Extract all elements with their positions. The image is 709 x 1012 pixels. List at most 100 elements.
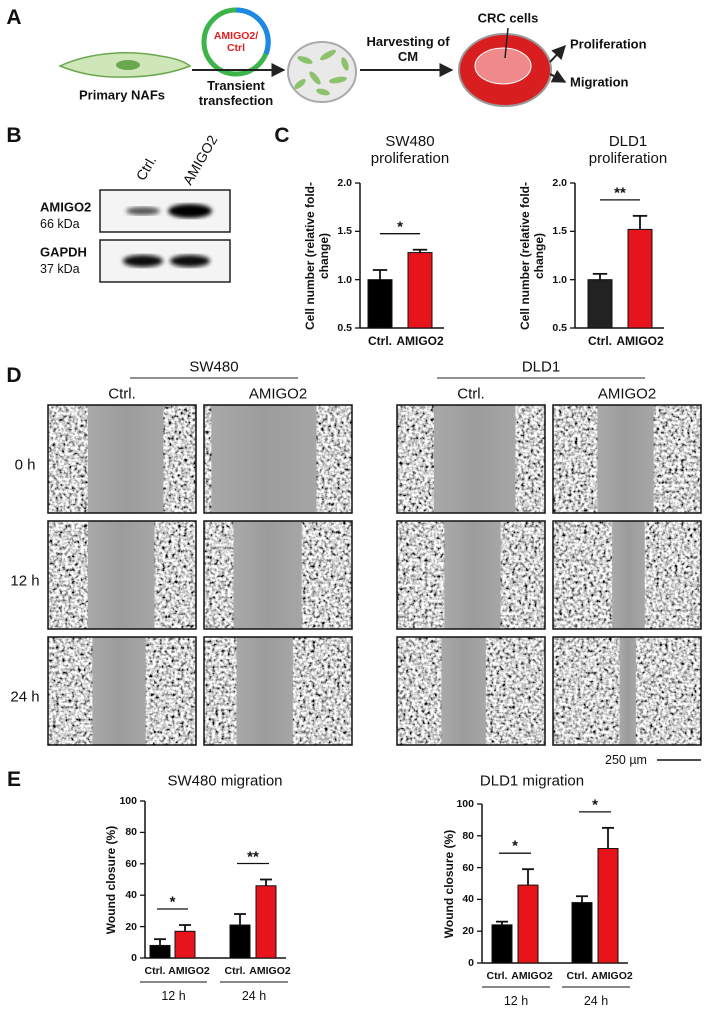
bar [149, 944, 171, 959]
significance-label: * [512, 837, 518, 855]
micrograph-gap [619, 637, 636, 745]
condition-label: AMIGO2 [597, 385, 657, 403]
y-tick-label: 2.0 [337, 176, 352, 189]
micrograph-frame [396, 520, 546, 630]
micrograph-frame [396, 636, 546, 746]
y-tick-label: 20 [125, 920, 137, 933]
bar [229, 924, 251, 959]
y-tick-label: 0.5 [337, 321, 352, 334]
micrograph-frame [47, 404, 197, 514]
y-tick-label: 0.5 [552, 321, 567, 334]
significance-label: * [592, 796, 598, 814]
x-tick-label: Ctrl. [486, 969, 508, 982]
micrograph-frame [552, 636, 702, 746]
x-tick-label: AMIGO2 [249, 964, 291, 977]
chart-title: SW480 migration [167, 772, 283, 790]
y-axis-label: Cell number (relative fold-change) [518, 181, 546, 330]
micrograph-frame [203, 636, 353, 746]
y-tick-label: 80 [462, 829, 474, 842]
panel-label: D [6, 363, 22, 387]
x-tick-label: AMIGO2 [396, 334, 444, 349]
target-label: CRC cells [477, 10, 539, 26]
dish-cells [294, 49, 349, 96]
bar [255, 885, 277, 959]
y-tick-label: 1.5 [552, 225, 567, 238]
bar [597, 848, 619, 964]
blot-box [99, 239, 231, 283]
micrograph-gap [612, 521, 645, 629]
group-label: 12 h [161, 988, 186, 1003]
y-tick-label: 100 [119, 794, 137, 807]
cell-line-label: DLD1 [521, 358, 561, 376]
micrograph-gap [233, 521, 302, 629]
x-tick-label: Ctrl. [144, 964, 166, 977]
y-tick-label: 80 [125, 826, 137, 839]
blot-band [170, 255, 210, 267]
y-tick-label: 1.5 [337, 225, 352, 238]
significance-label: * [397, 218, 403, 236]
timepoint-label: 0 h [14, 456, 36, 474]
significance-label: ** [614, 184, 626, 202]
scale-bar-label: 250 µm [605, 752, 647, 767]
blot-band [123, 255, 163, 267]
plasmid-label: AMIGO2/ Ctrl [213, 29, 259, 54]
y-tick-label: 60 [462, 861, 474, 874]
y-tick-label: 100 [456, 797, 474, 810]
x-tick-label: AMIGO2 [168, 964, 210, 977]
step-label: Transient transfection [198, 78, 274, 108]
micrograph-gap [441, 637, 486, 745]
micrograph-frame [552, 520, 702, 630]
micrograph-gap [211, 405, 317, 513]
blot-band [168, 204, 212, 218]
x-tick-label: Ctrl. [368, 334, 392, 349]
bar [587, 279, 613, 329]
chart-title: SW480 proliferation [370, 132, 450, 167]
panel-label: A [6, 5, 22, 29]
group-label: 24 h [241, 988, 267, 1003]
y-tick-label: 1.0 [552, 273, 567, 286]
micrograph-gap [597, 405, 654, 513]
group-label: 12 h [503, 993, 529, 1008]
micrograph-gap [92, 637, 146, 745]
y-tick-label: 0 [468, 956, 474, 969]
chart-title: DLD1 proliferation [588, 132, 668, 167]
x-tick-label: AMIGO2 [616, 334, 664, 349]
panel-label: C [274, 123, 290, 147]
y-tick-label: 0 [131, 951, 137, 964]
panel-label: B [6, 123, 22, 147]
y-tick-label: 40 [125, 889, 137, 902]
y-tick-label: 60 [125, 857, 137, 870]
condition-label: Ctrl. [457, 385, 485, 403]
chart-title: DLD1 migration [479, 772, 585, 790]
size-label: 37 kDa [40, 261, 80, 276]
pointer [504, 27, 509, 59]
bar [627, 228, 653, 329]
protein-label: GAPDH [40, 244, 87, 260]
size-label: 66 kDa [40, 216, 80, 231]
crc-cells [474, 47, 532, 85]
bar [571, 902, 593, 964]
timepoint-label: 24 h [10, 688, 40, 706]
cell-nucleus [116, 60, 140, 70]
arrow [549, 69, 567, 83]
bar [174, 930, 196, 959]
panel-label: E [6, 767, 22, 791]
condition-label: AMIGO2 [248, 385, 308, 403]
y-tick-label: 2.0 [552, 176, 567, 189]
micrograph-frame [203, 520, 353, 630]
step-label: Harvesting of CM [366, 34, 450, 64]
bar [367, 279, 393, 329]
x-tick-label: Ctrl. [588, 334, 612, 349]
significance-label: * [169, 893, 176, 911]
cell-line-label: SW480 [189, 358, 239, 376]
micrograph-gap [236, 637, 293, 745]
x-tick-label: Ctrl. [224, 964, 246, 977]
cell-label: Primary NAFs [79, 87, 165, 103]
x-tick-label: AMIGO2 [591, 969, 633, 982]
micrograph-gap [444, 521, 501, 629]
plasmid-insert [235, 7, 271, 55]
timepoint-label: 12 h [10, 572, 40, 590]
condition-label: Ctrl. [108, 385, 136, 403]
